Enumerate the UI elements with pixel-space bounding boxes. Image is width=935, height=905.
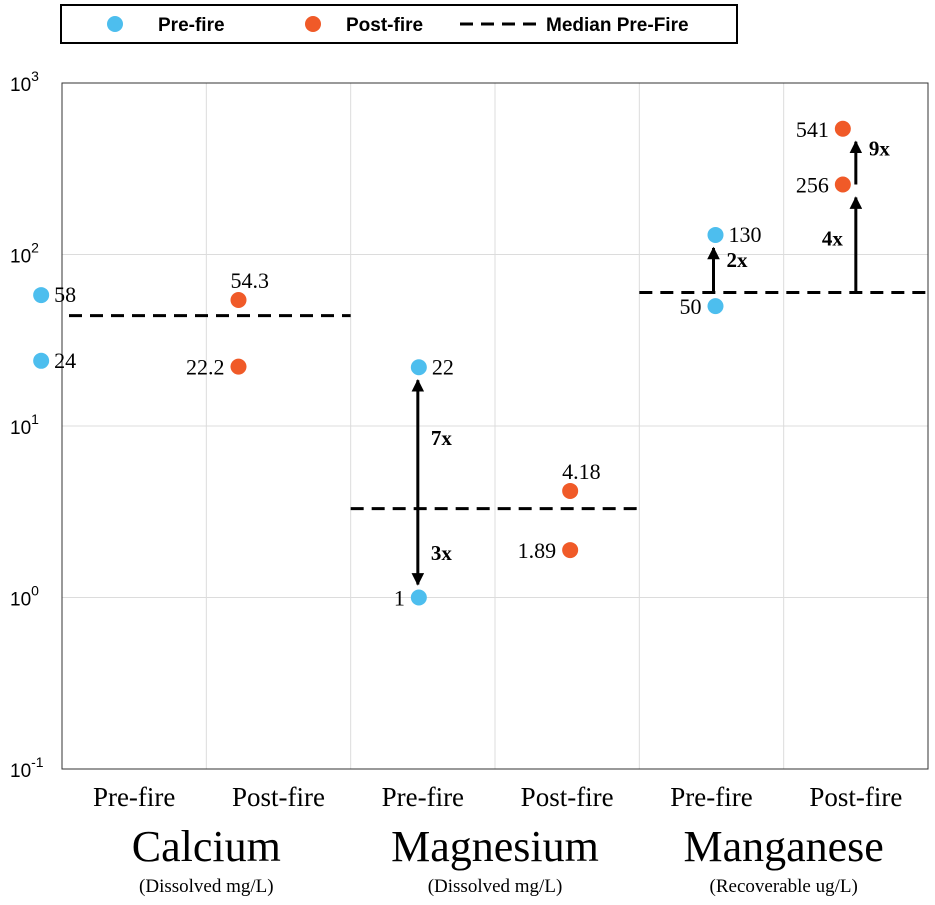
legend-post-fire-label: Post-fire: [346, 15, 423, 36]
grid: [61, 82, 929, 770]
data-label: 256: [796, 172, 829, 197]
group-unit-label: (Dissolved mg/L): [139, 876, 274, 897]
y-tick-label: 101: [10, 411, 39, 439]
x-tick-label: Post-fire: [232, 782, 325, 812]
group-label: Manganese: [683, 822, 883, 871]
y-tick-base: 10: [10, 75, 31, 96]
group-label: Calcium: [132, 822, 281, 871]
y-tick-exponent: 3: [31, 68, 39, 84]
post-fire-point: [834, 120, 851, 137]
x-tick-label: Post-fire: [521, 782, 614, 812]
legend-post-fire-marker: [305, 16, 321, 32]
pre-fire-point: [410, 589, 427, 606]
data-label: 4.18: [562, 459, 601, 484]
data-label: 541: [796, 117, 829, 142]
y-tick-base: 10: [10, 418, 31, 439]
pre-fire-point: [410, 359, 427, 376]
y-tick-exponent: 2: [31, 240, 39, 256]
fold-change-arrows: [411, 140, 863, 586]
y-tick-label: 10-1: [10, 754, 44, 782]
y-tick-label: 100: [10, 583, 39, 611]
y-tick-base: 10: [10, 247, 31, 268]
data-label: 130: [729, 222, 762, 247]
x-tick-label: Pre-fire: [670, 782, 752, 812]
y-tick-exponent: 1: [31, 411, 39, 427]
data-label: 1: [394, 586, 405, 611]
post-fire-point: [834, 176, 851, 193]
pre-fire-point: [33, 352, 50, 369]
data-label: 58: [54, 282, 76, 307]
median-lines: [69, 291, 928, 511]
x-tick-label: Post-fire: [809, 782, 902, 812]
x-tick-label: Pre-fire: [93, 782, 175, 812]
data-label: 1.89: [518, 538, 557, 563]
post-fire-point: [562, 482, 579, 499]
legend-pre-fire-label: Pre-fire: [158, 15, 225, 36]
post-fire-point: [230, 291, 247, 308]
y-tick-label: 102: [10, 240, 39, 268]
data-label: 22: [432, 354, 454, 379]
y-tick-base: 10: [10, 761, 31, 782]
legend-median-label: Median Pre-Fire: [546, 15, 689, 36]
y-tick-label: 103: [10, 68, 39, 96]
group-unit-label: (Dissolved mg/L): [428, 876, 563, 897]
y-tick-exponent: -1: [31, 754, 44, 770]
data-label: 54.3: [231, 268, 270, 293]
data-label: 24: [54, 348, 76, 373]
fold-change-label: 4x: [822, 227, 844, 251]
pre-fire-point: [33, 287, 50, 304]
fold-change-label: 2x: [727, 248, 749, 272]
data-points: [33, 120, 851, 606]
group-label: Magnesium: [391, 822, 599, 871]
legend-pre-fire-marker: [107, 16, 123, 32]
post-fire-point: [230, 358, 247, 375]
fold-change-label: 3x: [431, 541, 453, 565]
legend-box: [60, 4, 738, 44]
plot-frame: [61, 82, 929, 770]
fold-change-label: 9x: [869, 137, 891, 161]
y-tick-base: 10: [10, 590, 31, 611]
pre-fire-point: [707, 226, 724, 243]
group-unit-label: (Recoverable ug/L): [710, 876, 858, 897]
post-fire-point: [562, 542, 579, 559]
x-tick-label: Pre-fire: [382, 782, 464, 812]
pre-fire-point: [707, 298, 724, 315]
fold-change-label: 7x: [431, 426, 453, 450]
data-label: 50: [680, 294, 702, 319]
data-label: 22.2: [186, 355, 225, 380]
y-tick-exponent: 0: [31, 583, 39, 599]
legend: Pre-fire Post-fire Median Pre-Fire: [60, 4, 738, 44]
